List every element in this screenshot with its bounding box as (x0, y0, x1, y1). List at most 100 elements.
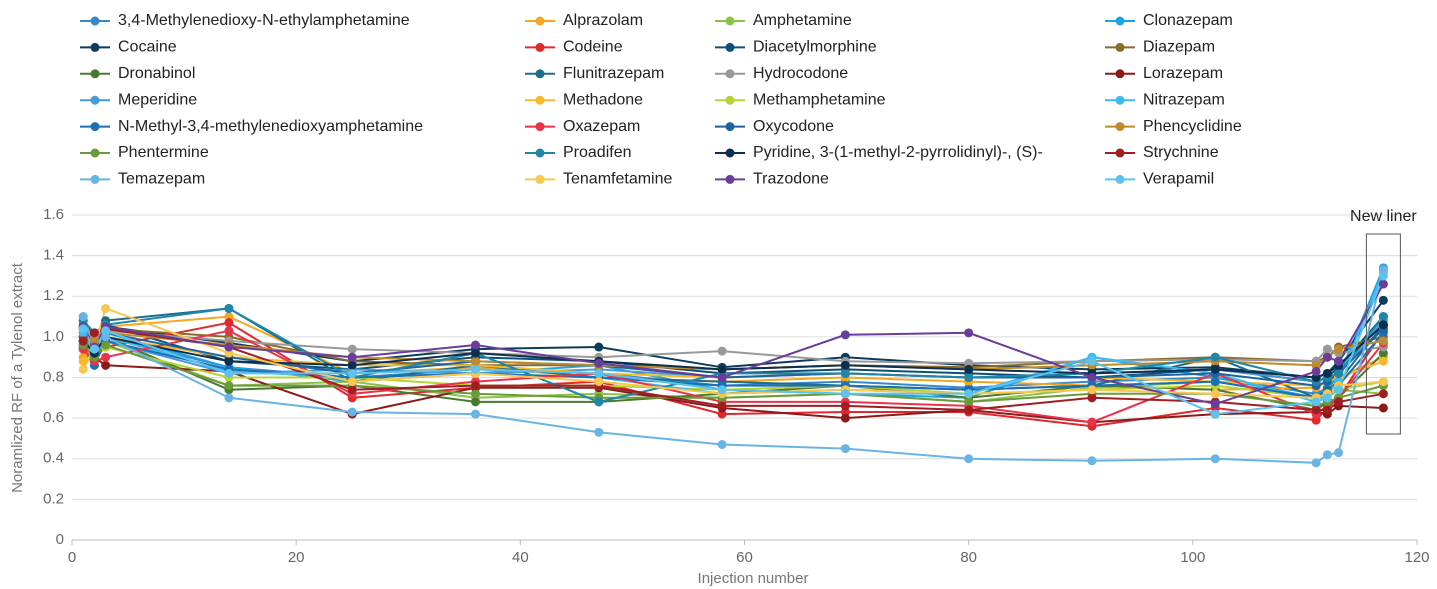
legend-marker (90, 69, 100, 79)
data-point (840, 330, 850, 340)
x-tick-label: 120 (1404, 549, 1429, 566)
legend-marker (725, 16, 735, 26)
legend-label: Flunitrazepam (563, 65, 664, 82)
legend-marker (90, 122, 100, 132)
data-point (224, 342, 234, 352)
data-point (717, 440, 727, 450)
data-point (1210, 352, 1220, 362)
data-point (1322, 405, 1332, 415)
data-point (1311, 458, 1321, 468)
data-point (1378, 320, 1388, 330)
legend-label: Temazepam (118, 171, 205, 188)
data-point (1087, 373, 1097, 382)
data-point (964, 373, 974, 382)
legend-marker (535, 69, 545, 79)
legend-marker (725, 42, 735, 52)
y-tick-label: 1.4 (43, 247, 64, 264)
data-point (840, 413, 850, 423)
data-point (1334, 385, 1344, 395)
data-point (717, 373, 727, 382)
data-point (1322, 450, 1332, 460)
data-point (840, 444, 850, 454)
data-point (594, 368, 604, 378)
data-point (471, 348, 480, 358)
data-point (101, 326, 111, 336)
data-point (1210, 454, 1220, 464)
y-tick-label: 0.8 (43, 368, 64, 385)
data-point (1210, 409, 1220, 419)
legend-marker (535, 122, 545, 132)
data-point (471, 389, 480, 399)
data-point (1322, 368, 1332, 378)
y-tick-label: 0 (56, 531, 64, 548)
data-point (347, 368, 357, 378)
data-point (78, 312, 88, 322)
data-point (717, 385, 727, 395)
legend-label: Meperidine (118, 91, 197, 108)
legend-label: Trazodone (753, 171, 829, 188)
legend-label: Nitrazepam (1143, 91, 1225, 108)
data-point (347, 360, 357, 370)
legend-marker (1115, 95, 1125, 105)
legend-marker (535, 95, 545, 105)
data-point (1210, 399, 1220, 409)
data-point (471, 356, 480, 366)
legend-marker (90, 95, 100, 105)
data-point (1311, 366, 1321, 376)
y-tick-label: 1.6 (43, 206, 64, 223)
series-line (82, 307, 1385, 399)
series-line (82, 335, 1385, 412)
annotation: New liner (1350, 208, 1417, 225)
data-point (78, 356, 88, 366)
legend-marker (90, 16, 100, 26)
legend-marker (725, 95, 735, 105)
legend-label: Dronabinol (118, 65, 195, 82)
data-point (1334, 397, 1344, 407)
data-point (1087, 385, 1097, 395)
legend-label: 3,4-Methylenedioxy-N-ethylamphetamine (118, 12, 410, 29)
legend-marker (1115, 42, 1125, 52)
data-point (594, 342, 604, 352)
x-axis-title: Injection number (698, 570, 809, 587)
data-point (840, 401, 850, 411)
legend-marker (535, 174, 545, 184)
x-tick-label: 20 (288, 549, 305, 566)
data-point (840, 368, 850, 378)
data-point (964, 397, 974, 407)
data-point (1334, 368, 1344, 378)
data-point (1311, 397, 1321, 407)
data-point (840, 389, 850, 399)
legend-label: Cocaine (118, 39, 177, 56)
data-point (1378, 271, 1388, 281)
data-point (594, 358, 604, 368)
legend-label: Verapamil (1143, 171, 1214, 188)
data-point (89, 328, 99, 338)
series-line (82, 275, 1385, 416)
legend-label: Phentermine (118, 144, 209, 161)
data-point (224, 318, 234, 328)
data-point (964, 328, 974, 338)
data-point (1210, 377, 1220, 387)
x-tick-label: 100 (1180, 549, 1205, 566)
data-point (347, 407, 357, 417)
y-tick-label: 1.2 (43, 287, 64, 304)
legend-marker (725, 148, 735, 158)
data-point (1378, 295, 1388, 305)
data-point (347, 385, 357, 395)
data-point (1378, 377, 1388, 387)
series-line (82, 343, 1384, 407)
series-line (82, 328, 1385, 387)
legend-marker (535, 42, 545, 52)
data-point (717, 364, 727, 374)
legend-label: Oxycodone (753, 118, 834, 135)
legend-label: Tenamfetamine (563, 171, 672, 188)
data-point (594, 377, 604, 387)
data-point (224, 303, 234, 313)
data-point (1087, 456, 1097, 466)
data-point (224, 393, 234, 403)
series-line (82, 327, 1384, 412)
data-point (1087, 393, 1097, 403)
legend-label: Methamphetamine (753, 91, 886, 108)
series-line (82, 307, 1385, 403)
data-point (1210, 364, 1220, 374)
